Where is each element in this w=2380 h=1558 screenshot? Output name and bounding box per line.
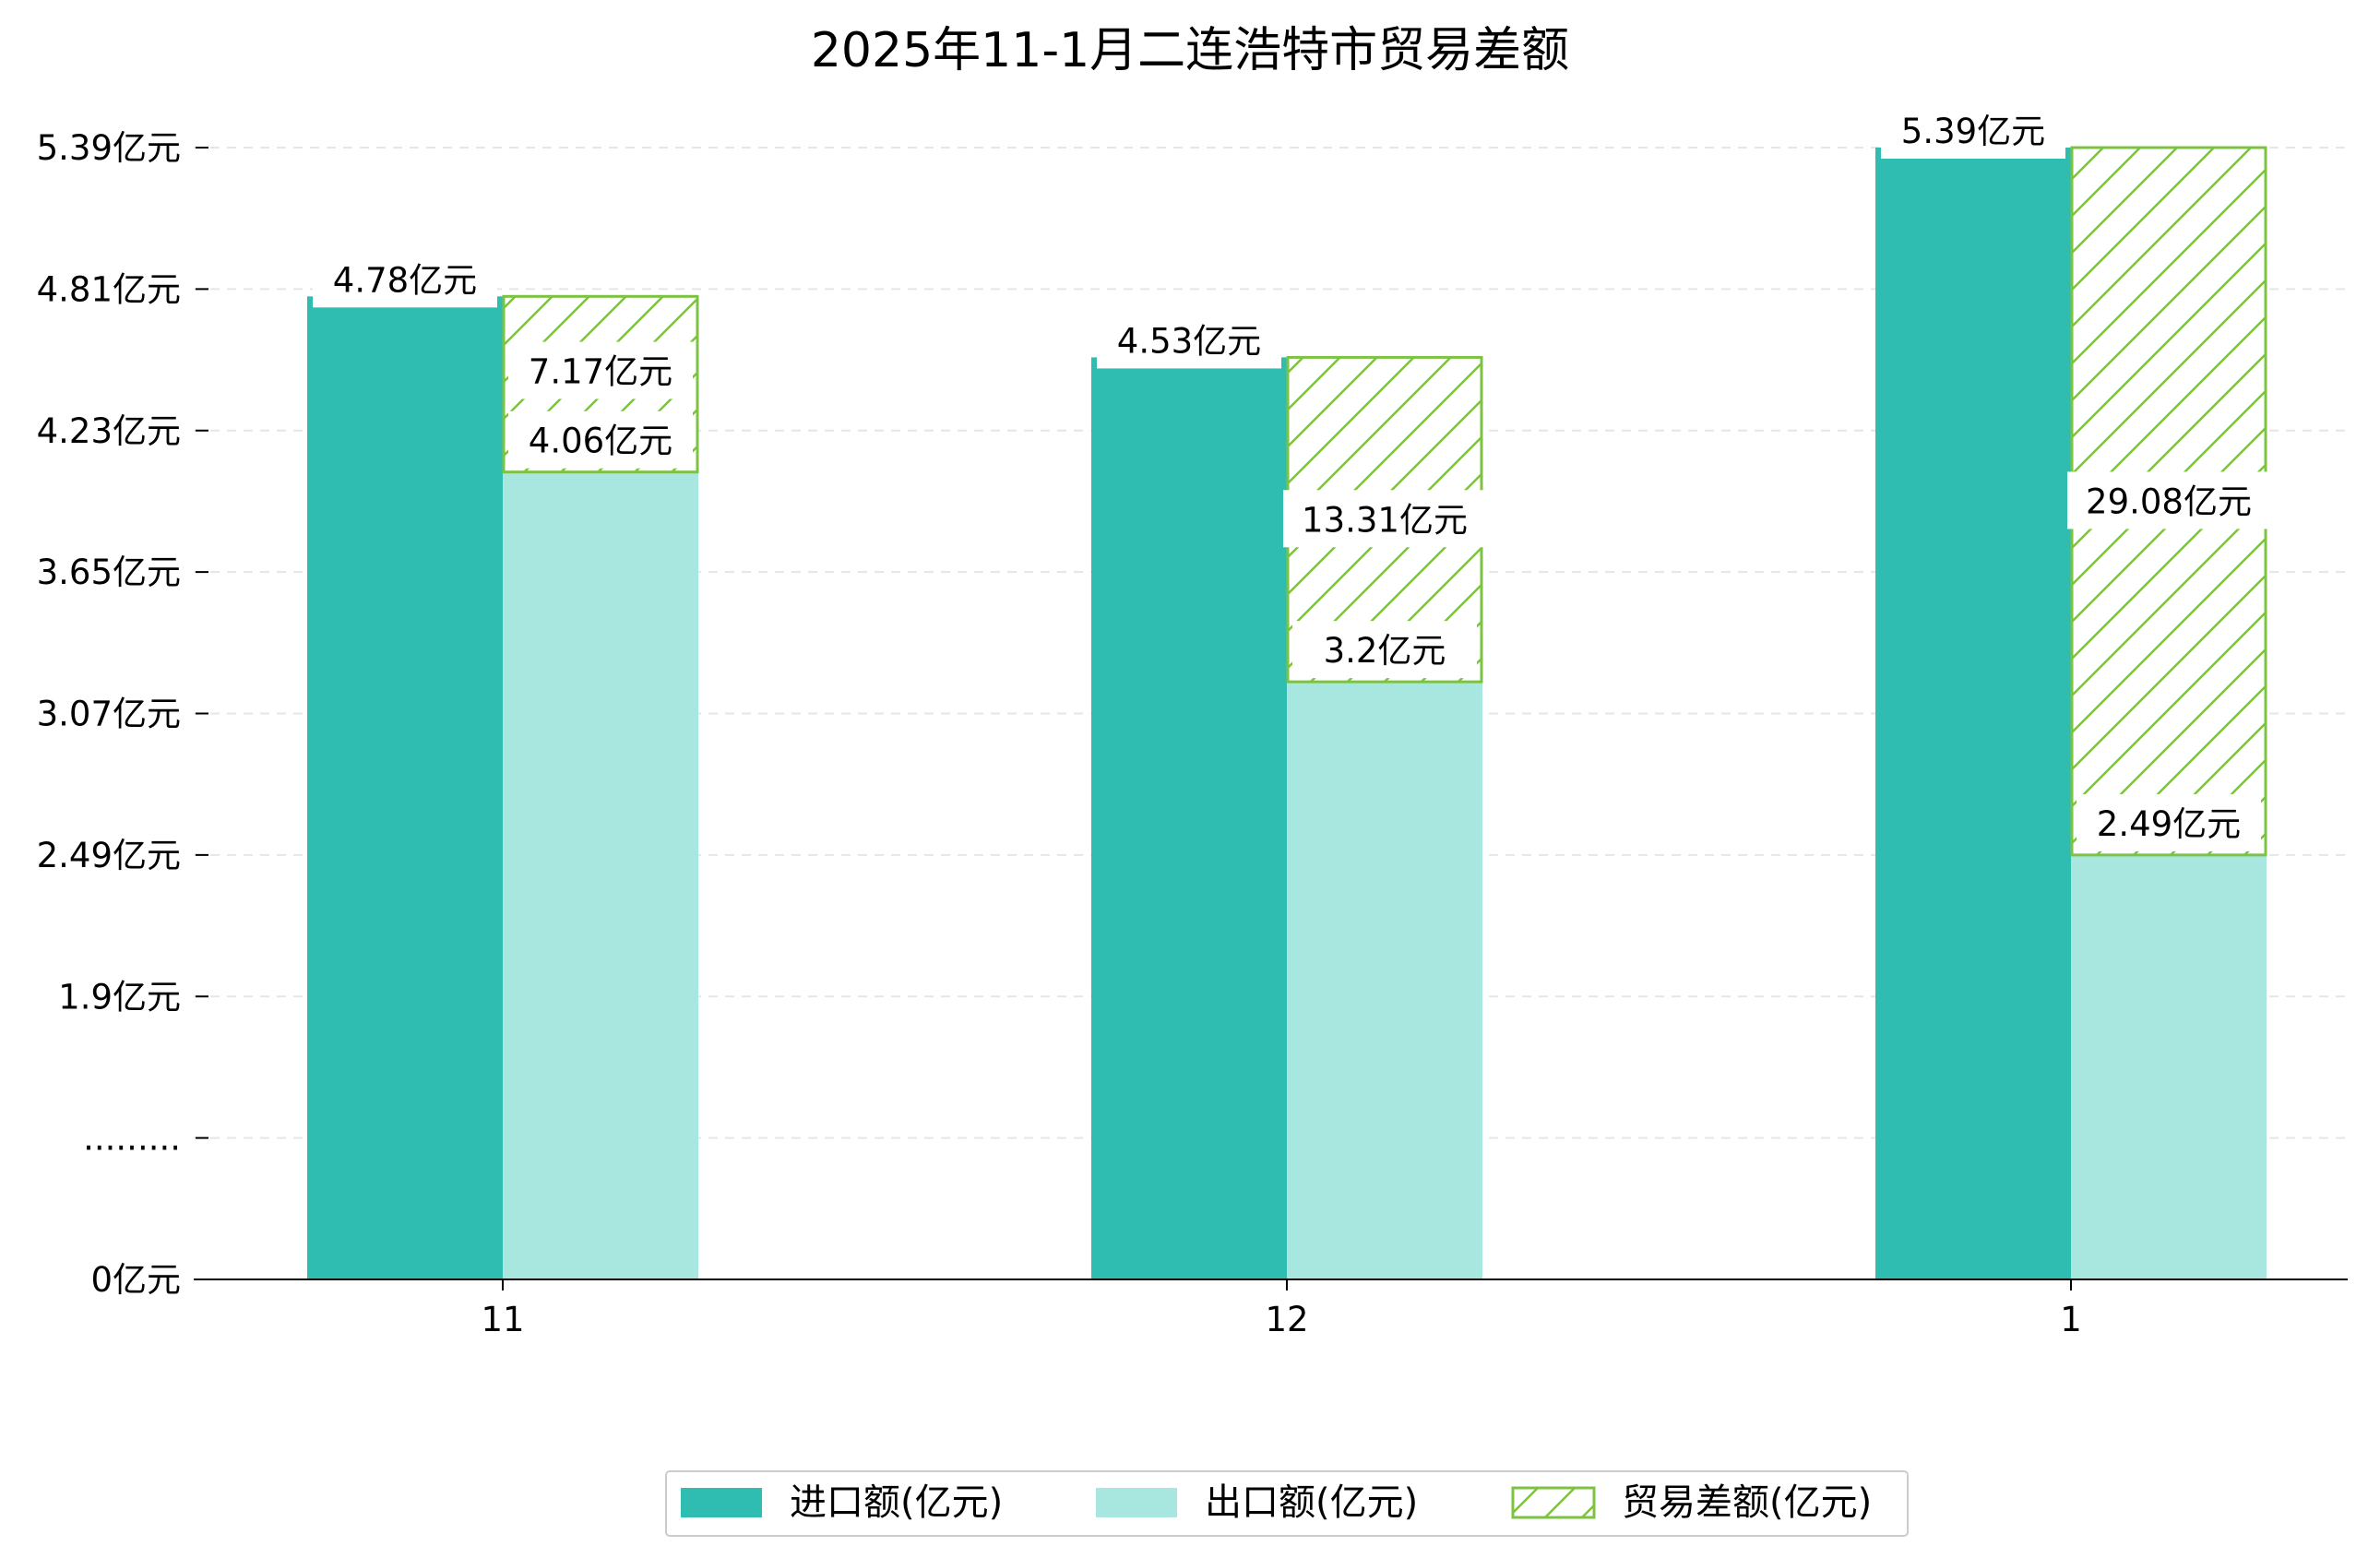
y-tick-label: 1.9亿元 bbox=[58, 977, 181, 1017]
y-tick-label: 3.07亿元 bbox=[37, 695, 181, 734]
data-label-background bbox=[1881, 101, 2065, 159]
data-label-background bbox=[1292, 621, 1477, 679]
data-label: 7.17亿元 bbox=[529, 352, 672, 392]
legend: 进口额(亿元) 出口额(亿元) 贸易差额(亿元) bbox=[665, 1470, 1909, 1537]
bar-export-12 bbox=[1287, 682, 1482, 1279]
legend-frame bbox=[665, 1470, 1909, 1537]
x-tick-label: 1 bbox=[2060, 1300, 2082, 1339]
data-label: 5.39亿元 bbox=[1901, 112, 2045, 151]
bar-import-11 bbox=[307, 296, 503, 1279]
bars bbox=[307, 146, 2267, 1280]
y-axis: 0亿元......... 1.9亿元 2.49亿元 3.07亿元 3.65亿元 4.23亿… bbox=[37, 128, 208, 1300]
legend-label: 进口额(亿元) bbox=[790, 1481, 1003, 1524]
data-label-background bbox=[313, 250, 497, 308]
bar-export-1 bbox=[2071, 854, 2267, 1279]
data-label: 2.49亿元 bbox=[2097, 804, 2241, 844]
data-label-background bbox=[508, 341, 693, 399]
data-label-background bbox=[1283, 490, 1486, 548]
legend-swatch bbox=[1511, 1486, 1596, 1519]
data-label: 4.53亿元 bbox=[1117, 321, 1261, 361]
y-tick-label: 3.65亿元 bbox=[37, 553, 181, 592]
data-label-background bbox=[2067, 471, 2270, 529]
data-label-background bbox=[1097, 311, 1281, 369]
y-tick-label: ......... bbox=[83, 1119, 181, 1159]
y-tick-label: 0亿元 bbox=[90, 1260, 181, 1300]
x-axis: 11 12 1 bbox=[481, 1279, 2082, 1339]
data-label: 3.2亿元 bbox=[1324, 631, 1446, 671]
bar-export-11 bbox=[503, 471, 698, 1280]
data-label: 4.78亿元 bbox=[333, 260, 477, 300]
y-tick-label: 5.39亿元 bbox=[37, 128, 181, 168]
bar-import-12 bbox=[1091, 357, 1287, 1279]
data-label-background bbox=[508, 410, 693, 469]
data-label: 29.08亿元 bbox=[2086, 482, 2252, 521]
data-label: 13.31亿元 bbox=[1302, 500, 1468, 540]
y-tick-label: 4.23亿元 bbox=[37, 411, 181, 451]
data-label: 4.06亿元 bbox=[529, 422, 672, 461]
y-tick-label: 4.81亿元 bbox=[37, 269, 181, 309]
legend-label: 贸易差额(亿元) bbox=[1622, 1481, 1872, 1524]
legend-swatch bbox=[681, 1488, 762, 1517]
data-labels: 4.78亿元 4.06亿元 7.17亿元 4.53亿元 3.2亿元 13.31亿元 5.39… bbox=[313, 101, 2270, 851]
x-tick-label: 11 bbox=[481, 1300, 524, 1339]
y-tick-label: 2.49亿元 bbox=[37, 836, 181, 875]
legend-swatch bbox=[1096, 1488, 1177, 1517]
data-label-background bbox=[2077, 793, 2261, 851]
chart-title: 2025年11-1月二连浩特市贸易差额 bbox=[811, 23, 1569, 78]
bar-import-1 bbox=[1875, 148, 2071, 1279]
legend-label: 出口额(亿元) bbox=[1205, 1481, 1418, 1524]
x-tick-label: 12 bbox=[1265, 1300, 1308, 1339]
